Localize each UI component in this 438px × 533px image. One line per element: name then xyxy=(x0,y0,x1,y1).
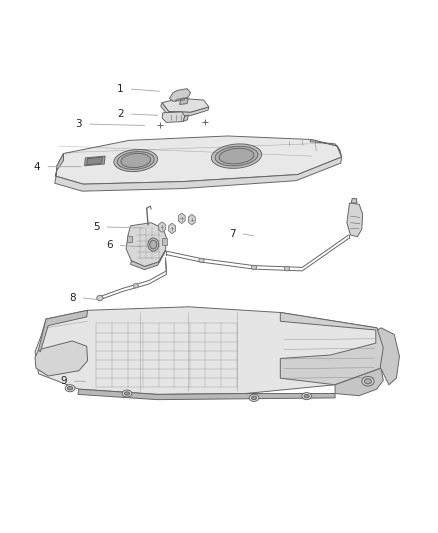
Polygon shape xyxy=(170,88,191,101)
Polygon shape xyxy=(55,154,64,176)
Polygon shape xyxy=(127,236,132,243)
Ellipse shape xyxy=(364,378,371,384)
Polygon shape xyxy=(39,310,88,352)
Text: 5: 5 xyxy=(93,222,100,232)
Ellipse shape xyxy=(251,396,257,400)
Polygon shape xyxy=(162,238,167,245)
Polygon shape xyxy=(351,199,357,203)
Polygon shape xyxy=(180,98,188,104)
Ellipse shape xyxy=(251,265,257,270)
Ellipse shape xyxy=(114,149,158,172)
Ellipse shape xyxy=(302,393,311,400)
Polygon shape xyxy=(310,140,342,157)
Ellipse shape xyxy=(212,144,261,168)
Text: 9: 9 xyxy=(60,376,67,386)
Ellipse shape xyxy=(65,385,75,392)
Polygon shape xyxy=(280,312,389,385)
Text: 3: 3 xyxy=(75,119,82,129)
Ellipse shape xyxy=(97,295,103,301)
Text: 8: 8 xyxy=(69,293,76,303)
Polygon shape xyxy=(378,328,399,385)
Polygon shape xyxy=(56,136,342,184)
Ellipse shape xyxy=(199,258,204,263)
Text: 1: 1 xyxy=(117,84,124,94)
Polygon shape xyxy=(87,157,102,165)
Polygon shape xyxy=(161,103,209,116)
Polygon shape xyxy=(131,251,166,270)
Polygon shape xyxy=(162,98,209,112)
Polygon shape xyxy=(85,156,105,166)
Text: 2: 2 xyxy=(117,109,124,119)
Ellipse shape xyxy=(219,148,254,164)
Polygon shape xyxy=(35,307,389,394)
Polygon shape xyxy=(35,341,88,376)
Ellipse shape xyxy=(117,151,154,169)
Ellipse shape xyxy=(362,376,374,386)
Polygon shape xyxy=(159,222,166,232)
Ellipse shape xyxy=(124,392,130,395)
Ellipse shape xyxy=(122,390,132,397)
Polygon shape xyxy=(347,203,363,237)
Ellipse shape xyxy=(148,238,159,251)
Ellipse shape xyxy=(67,386,73,390)
Ellipse shape xyxy=(133,284,138,288)
Text: 7: 7 xyxy=(229,229,236,239)
Polygon shape xyxy=(188,214,195,225)
Polygon shape xyxy=(78,389,335,400)
Polygon shape xyxy=(126,223,166,266)
Text: 6: 6 xyxy=(106,240,113,251)
Ellipse shape xyxy=(121,154,151,167)
Polygon shape xyxy=(162,112,185,123)
Polygon shape xyxy=(169,223,176,233)
Text: 4: 4 xyxy=(34,161,41,172)
Polygon shape xyxy=(335,368,383,395)
Polygon shape xyxy=(178,213,185,223)
Ellipse shape xyxy=(150,240,157,249)
Ellipse shape xyxy=(284,266,290,271)
Ellipse shape xyxy=(304,394,309,398)
Polygon shape xyxy=(55,157,342,191)
Ellipse shape xyxy=(215,147,258,166)
Ellipse shape xyxy=(249,394,259,401)
Polygon shape xyxy=(183,115,188,122)
